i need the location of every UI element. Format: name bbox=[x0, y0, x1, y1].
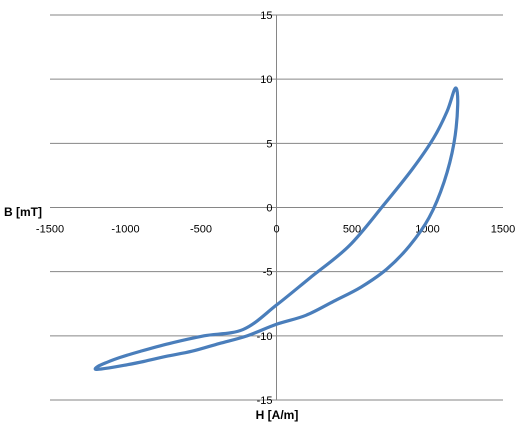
y-axis-label: B [mT] bbox=[4, 205, 42, 219]
y-tick-label: 10 bbox=[260, 74, 272, 86]
series-curve bbox=[93, 86, 460, 372]
x-tick-label: -500 bbox=[190, 224, 212, 236]
axes bbox=[50, 15, 503, 400]
x-tick-label: 1500 bbox=[491, 224, 515, 236]
y-tick-label: -5 bbox=[263, 267, 273, 279]
hysteresis-loop-line bbox=[93, 86, 460, 372]
x-tick-label: 0 bbox=[273, 224, 279, 236]
y-tick-label: 5 bbox=[266, 138, 272, 150]
y-tick-label: 0 bbox=[266, 203, 272, 215]
x-tick-label: -1000 bbox=[111, 224, 139, 236]
x-tick-label: 500 bbox=[343, 224, 361, 236]
x-tick-label: -1500 bbox=[36, 224, 64, 236]
x-axis-label: H [A/m] bbox=[256, 408, 299, 422]
y-tick-label: 15 bbox=[260, 10, 272, 22]
y-tick-label: -15 bbox=[257, 395, 273, 407]
y-tick-label: -10 bbox=[257, 331, 273, 343]
